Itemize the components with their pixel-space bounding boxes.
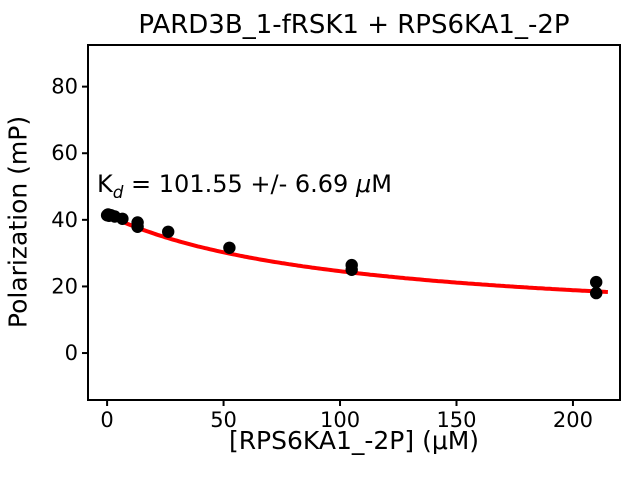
- x-tick-label: 150: [436, 408, 476, 432]
- y-axis-label: Polarization (mP): [3, 115, 33, 329]
- y-tick-label: 20: [51, 274, 78, 298]
- chart-title: PARD3B_1-fRSK1 + RPS6KA1_-2P: [138, 10, 570, 40]
- y-tick-label: 80: [51, 75, 78, 99]
- data-point: [590, 275, 603, 289]
- kd-symbol: K: [97, 170, 113, 198]
- kd-subscript: d: [112, 181, 124, 202]
- data-point: [590, 286, 603, 300]
- data-point: [116, 212, 129, 225]
- axes-frame: [87, 44, 621, 401]
- data-point: [345, 263, 358, 276]
- y-tick-label: 0: [65, 341, 78, 365]
- x-tick-label: 0: [100, 408, 113, 432]
- x-tick-label: 50: [210, 408, 237, 432]
- x-tick-label: 100: [320, 408, 360, 432]
- data-point: [162, 225, 175, 238]
- data-point: [223, 241, 236, 254]
- fit-line: [106, 212, 608, 294]
- kd-value: = 101.55 +/- 6.69: [123, 170, 356, 198]
- data-point: [131, 220, 144, 233]
- kd-annotation: Kd = 101.55 +/- 6.69 μM: [97, 170, 392, 202]
- x-axis-label: [RPS6KA1_-2P] (μM): [228, 426, 480, 455]
- x-tick-label: 200: [553, 408, 593, 432]
- y-tick-label: 60: [51, 141, 78, 165]
- mu-symbol: μ: [355, 170, 372, 198]
- y-tick-label: 40: [51, 208, 78, 232]
- kd-unit: M: [371, 170, 392, 198]
